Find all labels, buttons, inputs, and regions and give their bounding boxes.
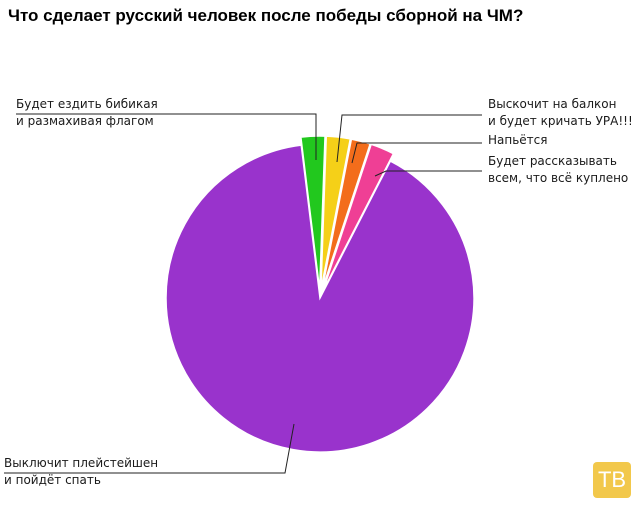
slice-label-2: Напьётся <box>488 133 547 147</box>
slice-label-0: Будет ездить бибикая и размахивая флагом <box>16 97 158 128</box>
chart-title: Что сделает русский человек после победы… <box>8 6 524 25</box>
tb-logo: ТВ <box>593 462 631 498</box>
pie-slice-0 <box>300 135 326 291</box>
leader-line-4 <box>4 423 295 474</box>
slice-label-4: Выключит плейстейшен и пойдёт спать <box>4 456 158 487</box>
pie-slice-4 <box>165 144 475 453</box>
slice-label-1: Выскочит на балкон и будет кричать УРА!!! <box>488 97 633 128</box>
leader-line-1 <box>336 114 482 163</box>
pie-slice-2 <box>321 138 372 291</box>
slice-label-3: Будет рассказывать всем, что всё куплено <box>488 154 628 185</box>
leader-line-3 <box>374 170 482 177</box>
pie-slice-3 <box>322 143 395 291</box>
pie-slice-1 <box>320 135 352 291</box>
leader-line-2 <box>351 142 482 164</box>
leader-line-0 <box>16 113 317 160</box>
